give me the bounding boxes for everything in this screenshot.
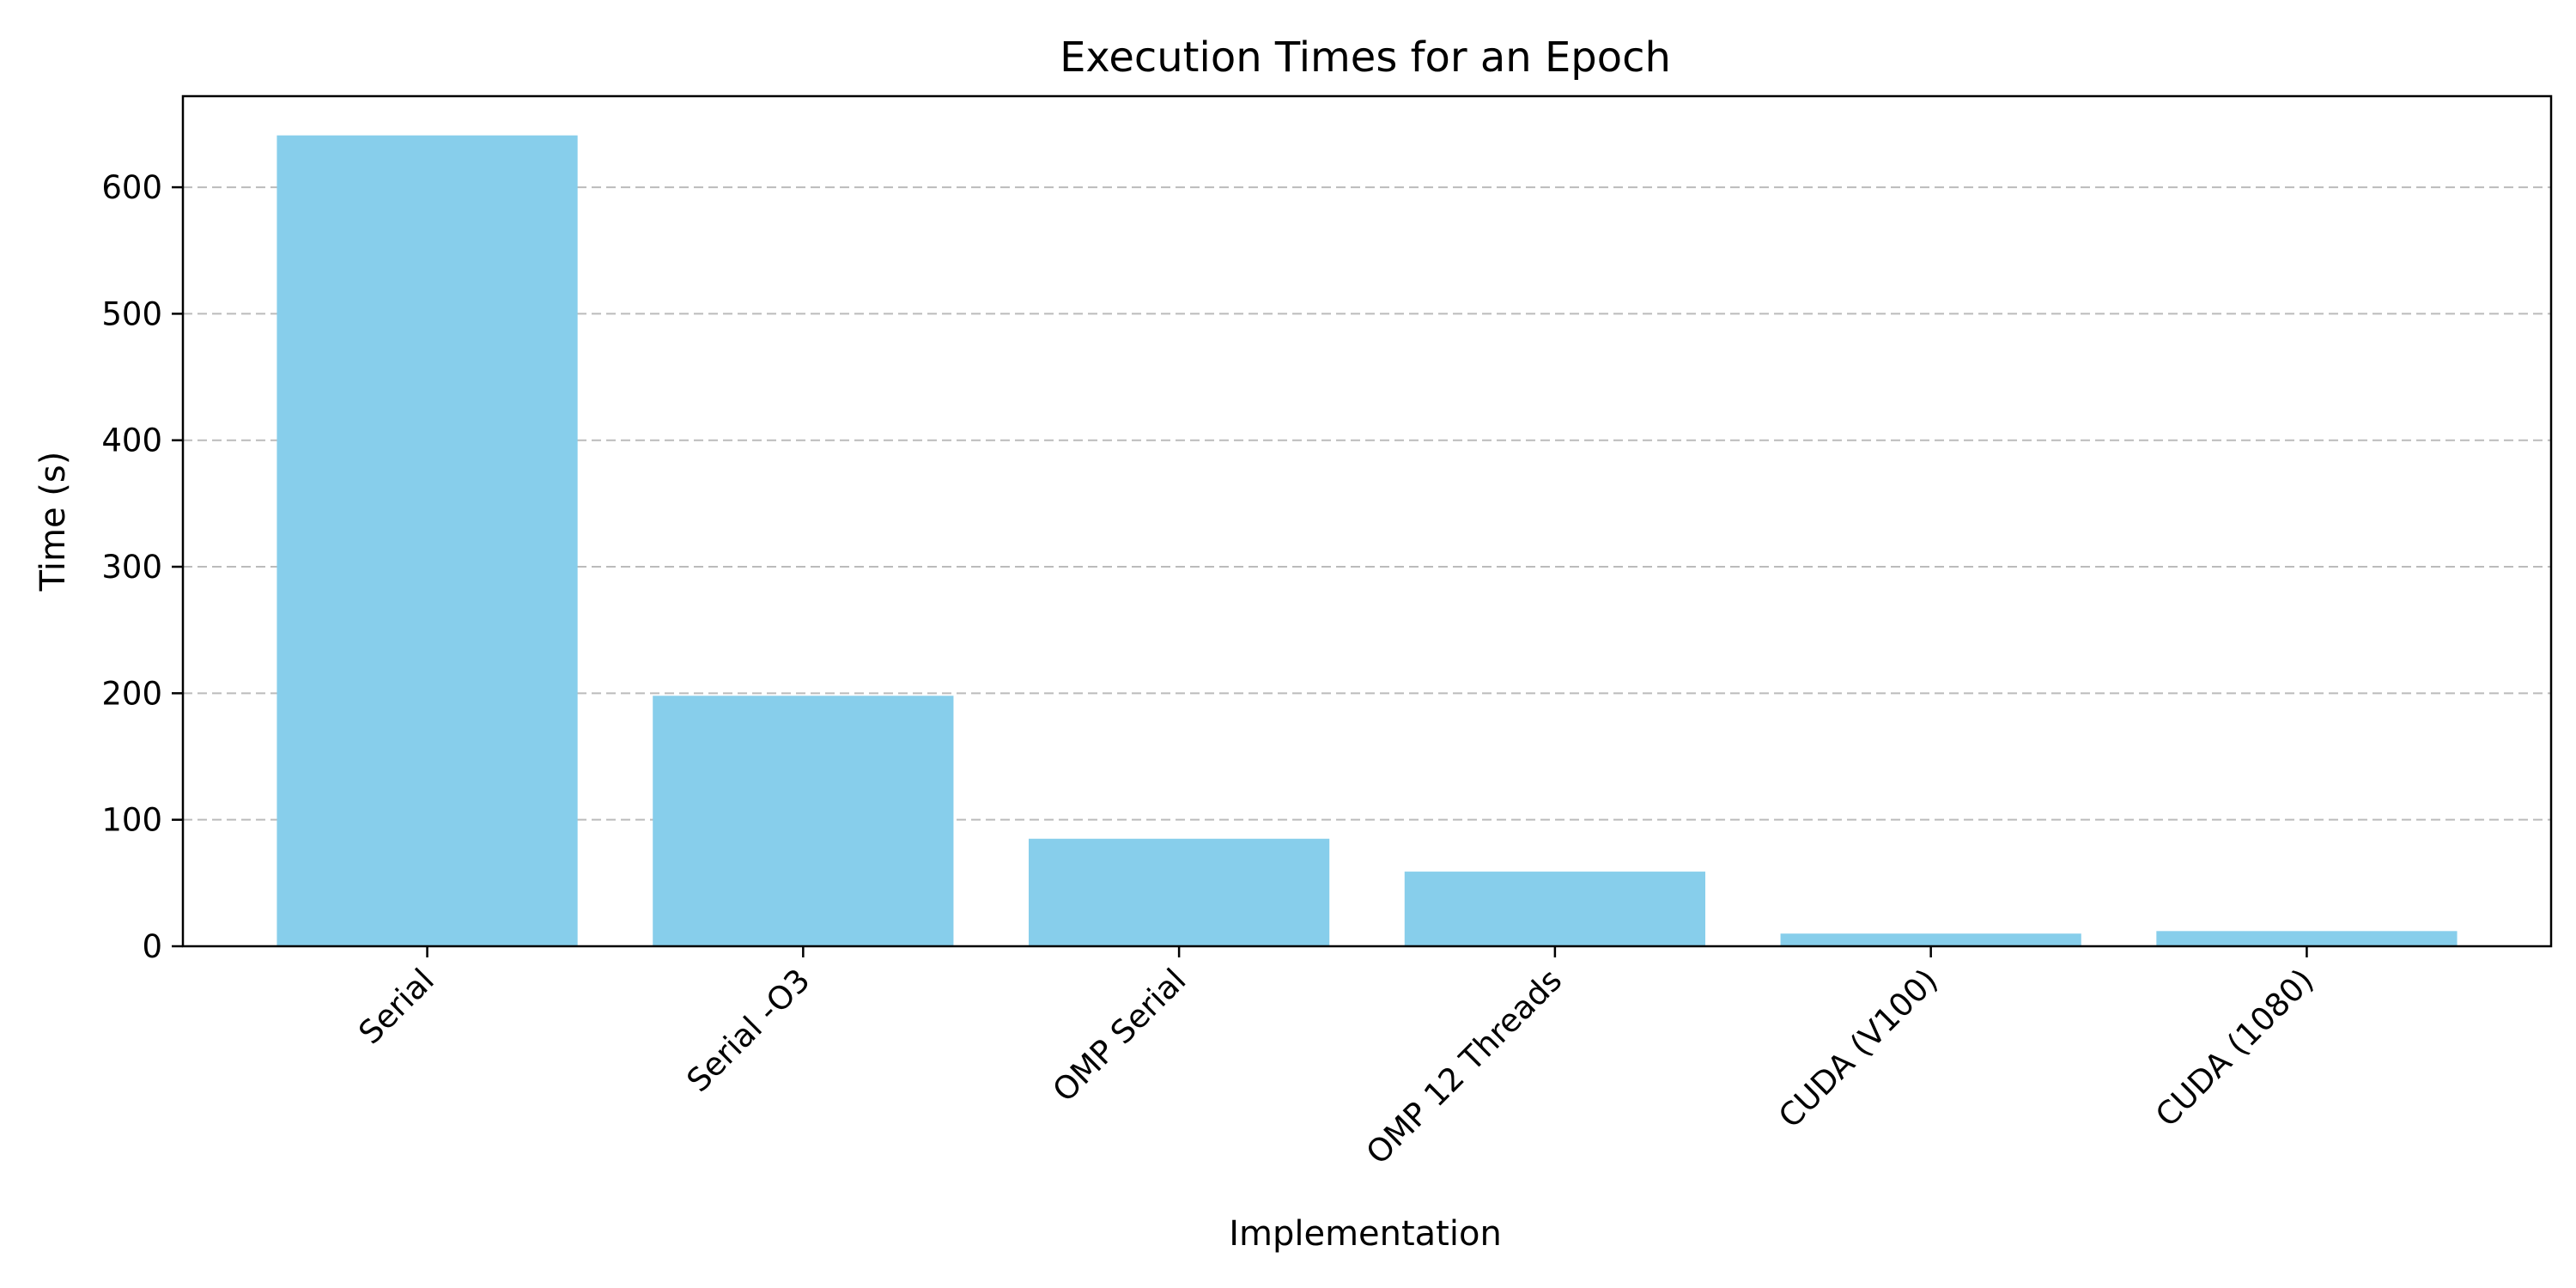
x-tick-label: Serial (351, 962, 440, 1051)
y-tick-label: 300 (101, 549, 162, 586)
bar (2156, 931, 2458, 946)
y-axis-title: Time (s) (33, 452, 73, 592)
bar (1029, 838, 1330, 946)
x-tick-label: CUDA (V100) (1771, 962, 1945, 1135)
x-tick-label: Serial -O3 (680, 962, 817, 1099)
bar (276, 135, 578, 946)
x-axis-ticks: Serial Serial -O3 OMP Serial OMP 12 Threads… (351, 946, 2321, 1171)
y-tick-label: 500 (101, 295, 162, 332)
bar (1780, 933, 2081, 946)
bar (653, 696, 954, 946)
y-axis-ticks: 0 100 200 300 400 500 600 (101, 169, 183, 965)
y-tick-label: 0 (142, 928, 162, 965)
y-tick-label: 400 (101, 422, 162, 459)
y-tick-label: 200 (101, 675, 162, 712)
y-tick-label: 100 (101, 802, 162, 839)
x-tick-label: CUDA (1080) (2148, 962, 2321, 1134)
chart-title: Execution Times for an Epoch (1060, 33, 1671, 82)
bars (276, 135, 2458, 946)
x-axis-title: Implementation (1229, 1214, 1502, 1254)
x-tick-label: OMP Serial (1046, 962, 1194, 1109)
plot-frame (181, 94, 2553, 948)
y-tick-label: 600 (101, 169, 162, 206)
x-tick-label: OMP 12 Threads (1359, 962, 1569, 1171)
bar (1404, 872, 1705, 946)
